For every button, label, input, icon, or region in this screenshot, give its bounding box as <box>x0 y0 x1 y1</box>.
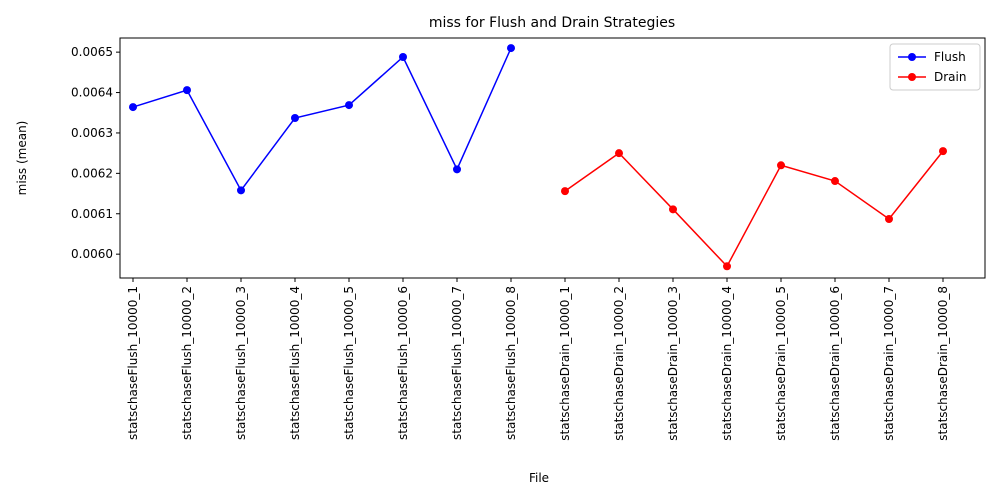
x-tick-label: statschaseFlush_10000_4 <box>288 286 302 440</box>
x-tick-label: statschaseFlush_10000_6 <box>396 286 410 440</box>
x-tick-label: statschaseDrain_10000_3 <box>666 286 680 441</box>
y-tick-label: 0.0065 <box>71 45 113 59</box>
x-tick-label: statschaseFlush_10000_1 <box>126 286 140 440</box>
data-point <box>615 149 623 158</box>
x-tick-label: statschaseFlush_10000_7 <box>450 286 464 440</box>
data-point <box>129 103 137 112</box>
data-point <box>777 161 785 170</box>
y-tick-label: 0.0060 <box>71 247 113 261</box>
x-axis-label: File <box>529 471 549 485</box>
x-tick-label: statschaseDrain_10000_5 <box>774 286 788 441</box>
y-tick-label: 0.0063 <box>71 126 113 140</box>
x-tick-label: statschaseFlush_10000_8 <box>504 286 518 440</box>
axes-frame <box>119 37 986 279</box>
y-tick-label: 0.0061 <box>71 207 113 221</box>
x-tick-label: statschaseFlush_10000_3 <box>234 286 248 440</box>
legend-label: Drain <box>934 70 966 84</box>
data-point <box>183 86 191 95</box>
legend-marker <box>908 53 916 61</box>
x-tick-label: statschaseDrain_10000_4 <box>720 286 734 441</box>
data-point <box>507 44 515 53</box>
x-tick-label: statschaseFlush_10000_5 <box>342 286 356 440</box>
y-tick-label: 0.0064 <box>71 86 113 100</box>
series-line <box>564 150 944 268</box>
x-tick-label: statschaseDrain_10000_8 <box>936 286 950 441</box>
x-tick-label: statschaseDrain_10000_1 <box>558 286 572 441</box>
data-point <box>237 186 245 195</box>
data-point <box>561 187 569 196</box>
series-line <box>132 47 512 192</box>
data-point <box>939 147 947 156</box>
data-point <box>885 215 893 224</box>
y-axis-label: miss (mean) <box>15 121 29 196</box>
x-tick-label: statschaseDrain_10000_6 <box>828 286 842 441</box>
chart-title: miss for Flush and Drain Strategies <box>429 15 675 31</box>
data-point <box>669 205 677 214</box>
x-tick-label: statschaseDrain_10000_7 <box>882 286 896 441</box>
y-tick-label: 0.0062 <box>71 166 113 180</box>
x-tick-label: statschaseFlush_10000_2 <box>180 286 194 440</box>
data-point <box>399 52 407 61</box>
data-point <box>723 262 731 271</box>
legend-marker <box>908 73 916 81</box>
data-point <box>291 114 299 122</box>
data-point <box>345 101 353 110</box>
data-point <box>831 177 839 186</box>
data-point <box>453 165 461 174</box>
legend-label: Flush <box>934 50 966 64</box>
x-tick-label: statschaseDrain_10000_2 <box>612 286 626 441</box>
